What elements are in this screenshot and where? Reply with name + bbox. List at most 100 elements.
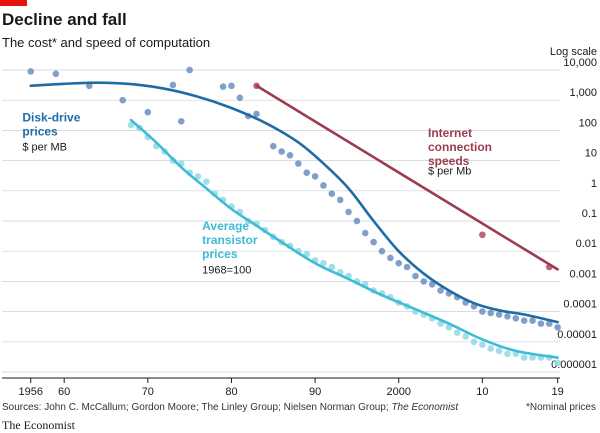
- disk-data-point: [361, 229, 369, 237]
- disk-data-point: [428, 281, 436, 288]
- disk-data-point: [219, 83, 227, 90]
- data-points: [27, 66, 561, 367]
- disk-data-point: [345, 208, 352, 216]
- y-tick-label: 100: [579, 117, 597, 129]
- transistor-series-label: prices: [202, 247, 238, 261]
- disk-data-point: [395, 259, 403, 267]
- transistor-data-point: [194, 173, 202, 180]
- transistor-trend-line: [129, 118, 559, 359]
- disk-trend-line: [29, 81, 559, 324]
- transistor-data-point: [462, 333, 469, 340]
- disk-data-point: [253, 110, 260, 118]
- disk-data-point: [545, 320, 553, 327]
- x-tick-label: 1956: [18, 386, 42, 398]
- transistor-data-point: [470, 338, 478, 346]
- disk-data-point: [119, 96, 127, 104]
- disk-data-point: [144, 108, 152, 116]
- disk-data-point: [169, 81, 177, 89]
- disk-data-point: [529, 317, 536, 324]
- x-tick-label: 90: [309, 386, 321, 398]
- disk-data-point: [378, 247, 386, 255]
- disk-data-point: [353, 217, 361, 225]
- sources-text: Sources: John C. McCallum; Gordon Moore;…: [2, 402, 392, 413]
- transistor-series-label: Average: [202, 219, 249, 233]
- y-tick-label: 1: [591, 178, 597, 190]
- transistor-data-point: [127, 121, 135, 129]
- disk-data-point: [512, 314, 520, 322]
- y-tick-label: 0.1: [582, 208, 597, 220]
- disk-data-point: [403, 263, 411, 271]
- internet-series-label: speeds: [428, 154, 470, 168]
- disk-data-point: [328, 190, 336, 198]
- disk-data-point: [437, 287, 444, 294]
- disk-data-point: [269, 142, 277, 150]
- transistor-data-point: [453, 329, 461, 337]
- internet-trend-line: [255, 84, 559, 271]
- brand-red-tag: [0, 0, 27, 6]
- disk-data-point: [295, 160, 302, 167]
- brand-logo-text: The Economist: [2, 418, 75, 432]
- transistor-data-point: [479, 341, 486, 349]
- disk-data-point: [495, 311, 503, 318]
- disk-data-point: [228, 82, 235, 90]
- disk-data-point: [479, 308, 486, 315]
- disk-data-point: [186, 66, 193, 74]
- disk-series-label: prices: [22, 124, 58, 138]
- transistor-series-label: transistor: [202, 233, 258, 247]
- trend-lines: [29, 81, 559, 359]
- transistor-data-point: [203, 178, 210, 186]
- disk-data-point: [420, 278, 428, 285]
- x-tick-label: 19: [552, 386, 564, 398]
- disk-series-label: Disk-drive: [22, 110, 80, 124]
- x-tick-label: 60: [58, 386, 70, 398]
- internet-series-label: Internet: [428, 126, 472, 140]
- disk-data-point: [85, 82, 93, 90]
- transistor-data-point: [520, 354, 528, 361]
- disk-data-point: [286, 151, 294, 159]
- transistor-data-point: [495, 347, 503, 355]
- x-tick-label: 80: [225, 386, 237, 398]
- y-tick-label: 0.00001: [557, 329, 597, 341]
- log-scale-label: Log scale: [549, 46, 597, 58]
- disk-data-point: [27, 68, 35, 75]
- disk-data-point: [177, 118, 185, 125]
- disk-data-point: [303, 169, 311, 176]
- disk-data-point: [320, 182, 327, 189]
- transistor-data-point: [320, 259, 327, 267]
- disk-data-point: [537, 320, 545, 327]
- disk-data-point: [504, 312, 511, 320]
- x-tick-label: 2000: [386, 386, 410, 398]
- x-tick-label: 10: [476, 386, 488, 398]
- internet-unit-label: $ per Mb: [428, 165, 471, 177]
- transistor-data-point: [487, 345, 495, 352]
- transistor-unit-label: 1968=100: [202, 265, 251, 277]
- nominal-prices-note: *Nominal prices: [525, 402, 596, 413]
- grid-lines: [2, 69, 560, 383]
- disk-data-point: [412, 272, 419, 280]
- internet-data-point: [479, 231, 486, 239]
- transistor-data-point: [504, 350, 511, 358]
- sources-italic: The Economist: [391, 402, 459, 413]
- y-tick-label: 0.01: [576, 238, 597, 250]
- disk-data-point: [370, 238, 377, 246]
- disk-data-point: [520, 317, 528, 324]
- internet-series-label: connection: [428, 140, 492, 154]
- y-tick-label: 10: [585, 148, 597, 160]
- transistor-data-point: [328, 263, 336, 271]
- disk-data-point: [278, 148, 285, 155]
- y-tick-label: 0.001: [569, 268, 597, 280]
- disk-data-point: [236, 94, 244, 102]
- disk-unit-label: $ per MB: [22, 141, 67, 153]
- chart-subtitle: The cost* and speed of computation: [2, 35, 211, 50]
- y-tick-label: 10,000: [563, 57, 597, 69]
- y-tick-label: 1,000: [569, 87, 597, 99]
- transistor-data-point: [529, 354, 536, 361]
- transistor-data-point: [554, 359, 561, 367]
- x-tick-label: 70: [142, 386, 154, 398]
- disk-data-point: [487, 309, 495, 317]
- axis-labels: 10,000 1,000 100 10 1 0.1 0.01 0.001 0.0001 0.000…: [18, 57, 597, 398]
- sources-footnote: Sources: John C. McCallum; Gordon Moore;…: [2, 402, 458, 413]
- y-tick-label: 0.000001: [551, 359, 597, 371]
